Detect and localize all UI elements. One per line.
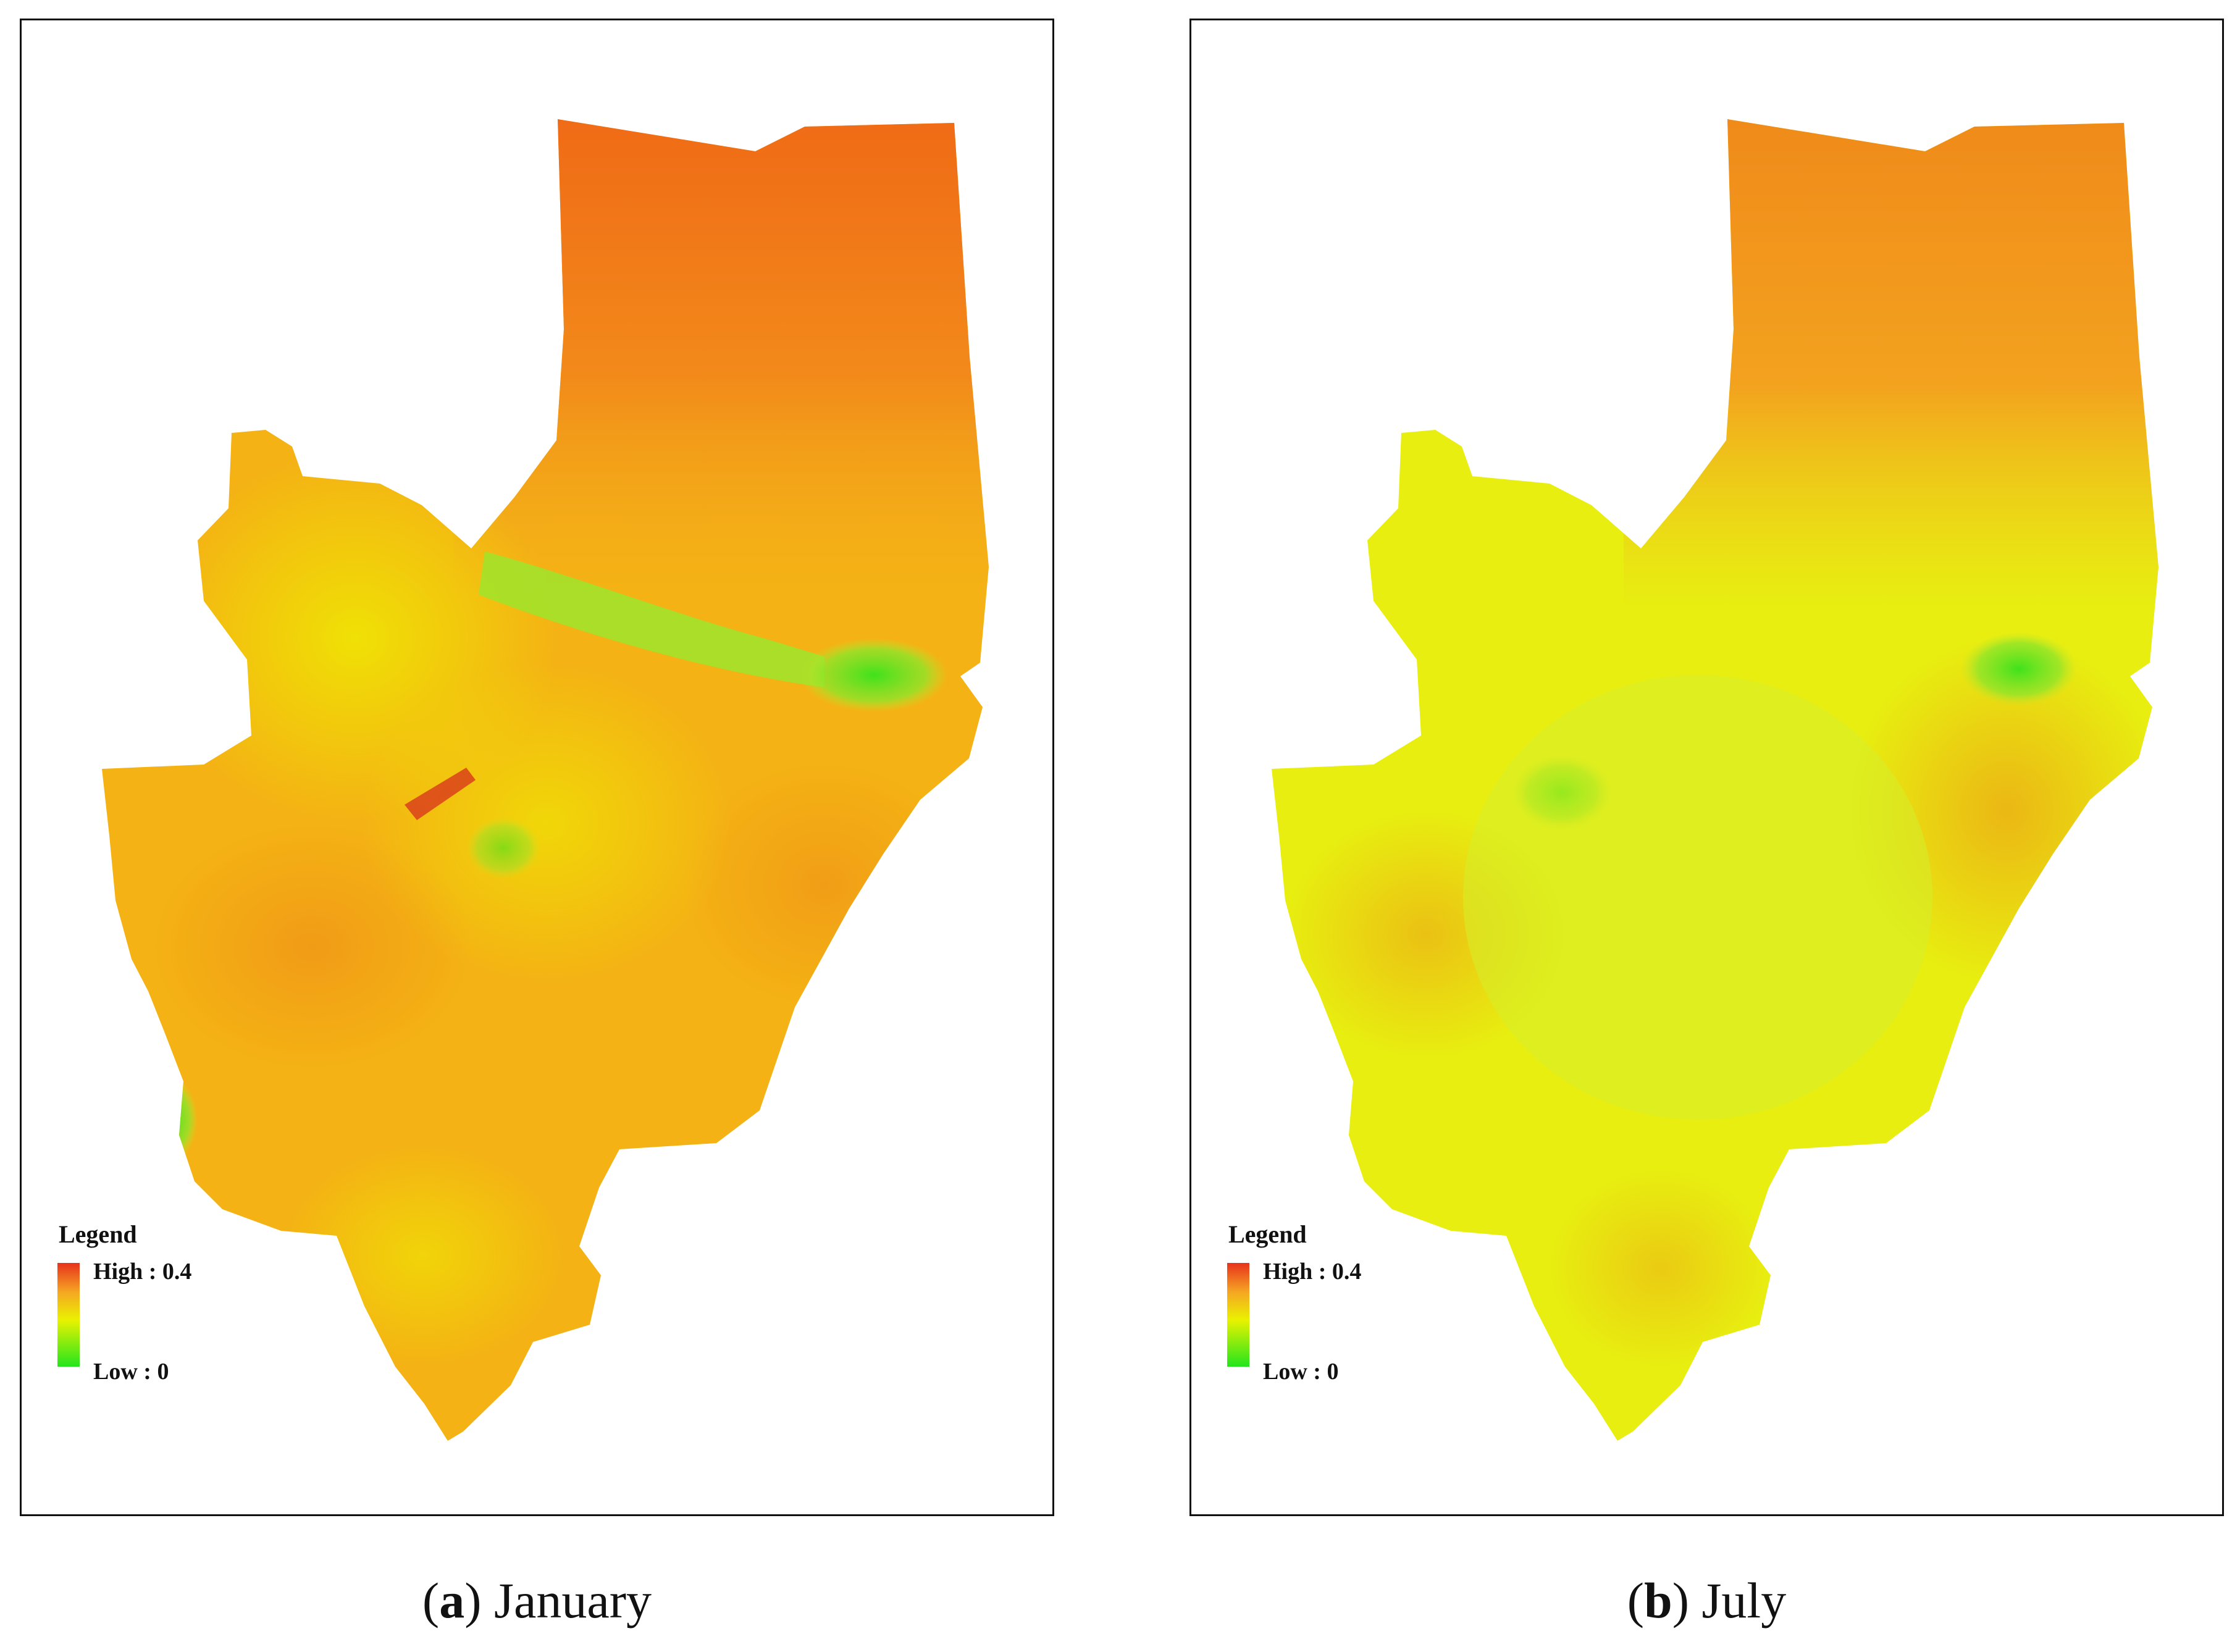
legend-color-ramp: [57, 1263, 80, 1367]
region-north-high: [454, 119, 989, 595]
reflectance-map-january: [102, 119, 989, 1441]
legend-high-label: High : 0.4: [93, 1259, 192, 1285]
caption-month: January: [494, 1572, 652, 1629]
legend-title: Legend: [59, 1220, 137, 1248]
reflectance-map-july: [1272, 119, 2158, 1441]
caption-paren-close: ): [464, 1572, 482, 1629]
caption-paren-open: (: [422, 1572, 440, 1629]
region-center-green: [466, 817, 540, 879]
region-south-orange: [1550, 1169, 1772, 1367]
caption-paren-open: (: [1627, 1572, 1645, 1629]
region-valley-green: [479, 551, 824, 687]
legend-low-label: Low : 0: [1263, 1359, 1339, 1385]
caption-january: (a) January: [20, 1572, 1054, 1630]
region-center-green: [1512, 755, 1611, 829]
region-central-lightgreen: [1463, 675, 1932, 1120]
region-southwest-orange: [151, 823, 472, 1070]
legend-title: Legend: [1228, 1220, 1307, 1248]
map-panel-january: Legend High : 0.4 Low : 0: [20, 19, 1054, 1516]
legend-low-label: Low : 0: [93, 1359, 169, 1385]
region-east-orange: [682, 761, 967, 1008]
region-red-streak: [405, 768, 476, 820]
region-west-green: [142, 1076, 198, 1163]
caption-july: (b) July: [1189, 1572, 2224, 1630]
caption-letter: a: [439, 1572, 465, 1629]
map-panel-july: Legend High : 0.4 Low : 0: [1189, 19, 2224, 1516]
caption-paren-close: ): [1672, 1572, 1690, 1629]
caption-month: July: [1701, 1572, 1787, 1629]
caption-letter: b: [1644, 1572, 1672, 1629]
legend: Legend High : 0.4 Low : 0: [1227, 1220, 1474, 1423]
region-east-green: [1960, 632, 2078, 706]
region-east-green: [800, 638, 948, 712]
legend-high-label: High : 0.4: [1263, 1259, 1362, 1285]
legend-color-ramp: [1227, 1263, 1249, 1367]
region-south-yellow: [281, 1144, 565, 1367]
legend: Legend High : 0.4 Low : 0: [57, 1220, 304, 1423]
region-north-high: [1624, 119, 2158, 607]
